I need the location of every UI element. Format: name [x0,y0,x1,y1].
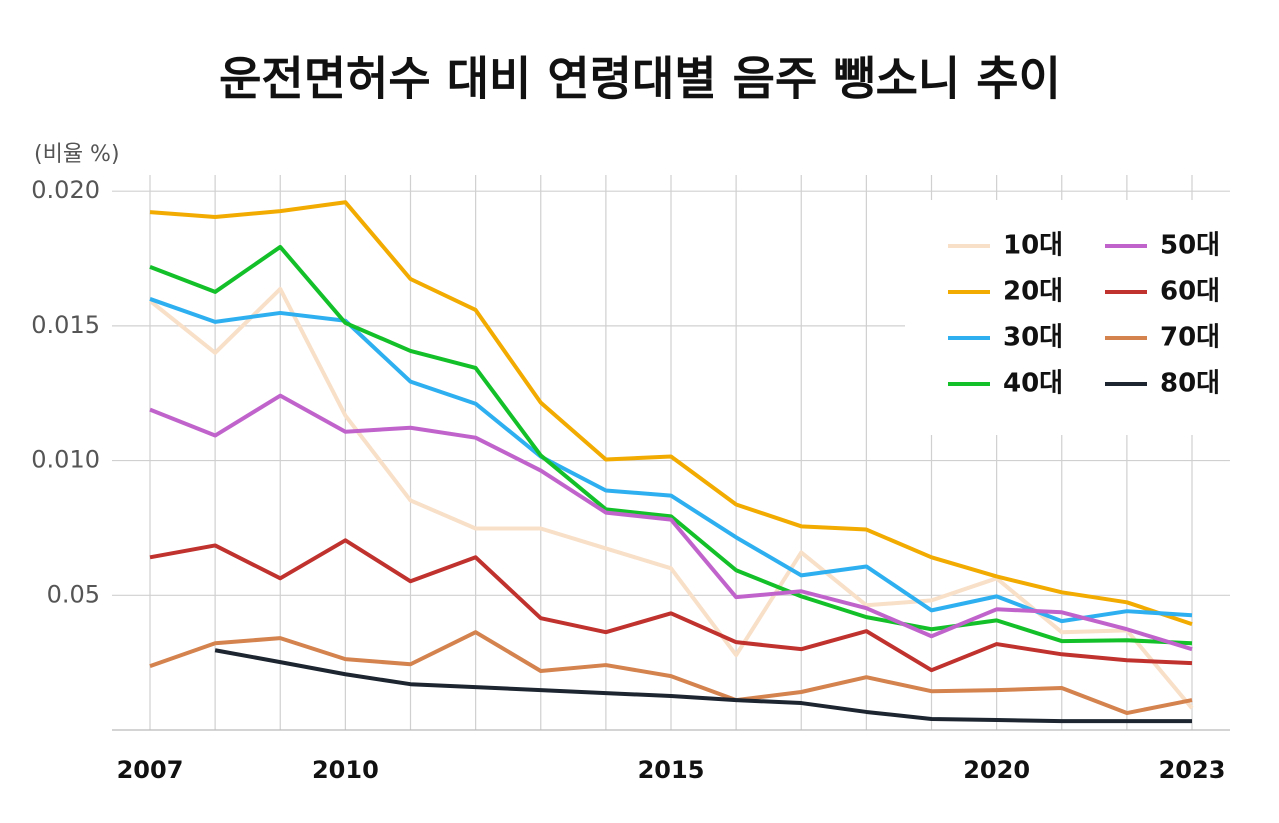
x-tick-label: 2010 [312,756,379,784]
legend-label: 20대 [1003,277,1063,307]
legend-label: 70대 [1160,323,1220,353]
legend-label: 80대 [1160,369,1220,399]
series-line [149,200,1193,627]
x-tick-label: 2007 [117,756,184,784]
chart-title: 운전면허수 대비 연령대별 음주 뺑소니 추이 [219,52,1061,106]
series-line [149,297,1193,624]
legend-label: 10대 [1003,231,1063,261]
series-line [149,630,1193,716]
series-line [214,648,1192,724]
y-tick-label: 0.05 [47,580,100,608]
x-tick-label: 2020 [963,756,1030,784]
y-tick-label: 0.015 [31,311,100,339]
x-tick-label: 2023 [1159,756,1226,784]
legend-label: 60대 [1160,277,1220,307]
series-line [149,538,1193,673]
legend-background [905,200,1235,435]
y-tick-label: 0.010 [31,446,100,474]
series-line [148,286,1194,710]
legend-label: 50대 [1160,231,1220,261]
y-tick-label: 0.020 [31,176,100,204]
series-line [149,393,1193,652]
legend-label: 30대 [1003,323,1063,353]
legend-label: 40대 [1003,369,1063,399]
series-line [149,244,1193,646]
x-tick-label: 2015 [638,756,705,784]
y-axis-label: (비율 %) [34,142,120,167]
